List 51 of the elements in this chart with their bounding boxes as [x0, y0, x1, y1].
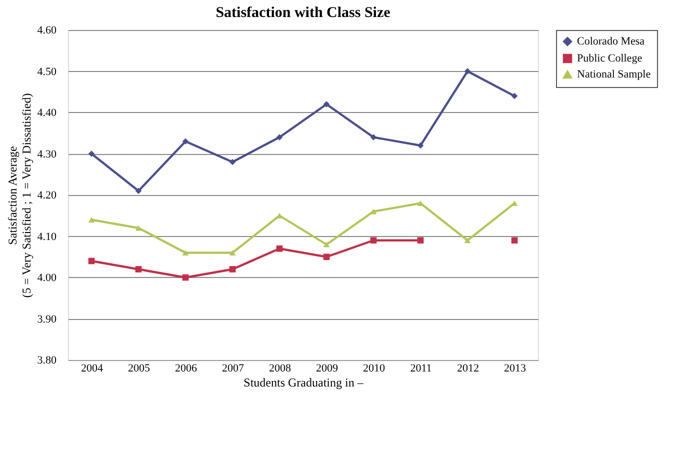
y-tick-label: 4.20 — [37, 190, 57, 202]
x-tick-label: 2013 — [504, 362, 526, 374]
point — [511, 237, 518, 244]
y-tick-label: 4.50 — [37, 66, 57, 78]
point — [229, 158, 236, 166]
x-tick-label: 2012 — [457, 362, 479, 374]
x-tick-label: 2006 — [175, 362, 198, 374]
x-tick-label: 2011 — [410, 362, 432, 374]
x-tick-label: 2004 — [81, 362, 104, 374]
y-tick-label: 4.40 — [37, 107, 57, 119]
y-tick-label: 3.90 — [37, 313, 57, 326]
chart-title: Satisfaction with Class Size — [216, 5, 391, 21]
point — [88, 217, 95, 222]
point — [88, 258, 95, 264]
point — [417, 237, 424, 244]
y-tick-label: 3.80 — [37, 354, 57, 366]
point — [276, 245, 283, 252]
point — [182, 274, 189, 281]
point — [323, 254, 330, 260]
y-tick-label: 4.30 — [37, 148, 57, 160]
point — [135, 188, 142, 194]
point — [229, 250, 236, 256]
x-tick-label: 2005 — [128, 362, 150, 374]
point — [370, 208, 377, 214]
y-tick-label: 4.60 — [37, 24, 57, 36]
legend-label: Colorado Mesa — [577, 36, 645, 48]
point — [464, 68, 471, 74]
point — [135, 225, 142, 231]
legend-label: National Sample — [577, 68, 651, 80]
point — [135, 266, 142, 272]
x-tick-label: 2010 — [363, 362, 386, 374]
point — [370, 134, 377, 140]
point — [182, 138, 189, 145]
x-axis-title: Students Graduating in – — [244, 376, 364, 390]
x-tick-label: 2007 — [222, 362, 244, 374]
point — [229, 266, 236, 272]
point — [323, 101, 330, 108]
x-tick-label: 2008 — [269, 362, 292, 374]
x-tick-label: 2009 — [316, 362, 338, 374]
point — [88, 150, 95, 157]
y-tick-label: 4.00 — [37, 272, 57, 284]
y-tick-label: 4.10 — [37, 230, 57, 243]
point — [417, 142, 424, 149]
point — [370, 237, 377, 244]
point — [182, 250, 189, 256]
point — [511, 92, 518, 100]
legend-label: Public College — [577, 52, 642, 64]
point — [276, 134, 283, 140]
y-axis-title: Satisfaction Average (5 = Very Satisfied ; 1 = Very Dissatisfied) — [5, 93, 34, 298]
point — [323, 242, 330, 248]
point — [464, 238, 471, 244]
